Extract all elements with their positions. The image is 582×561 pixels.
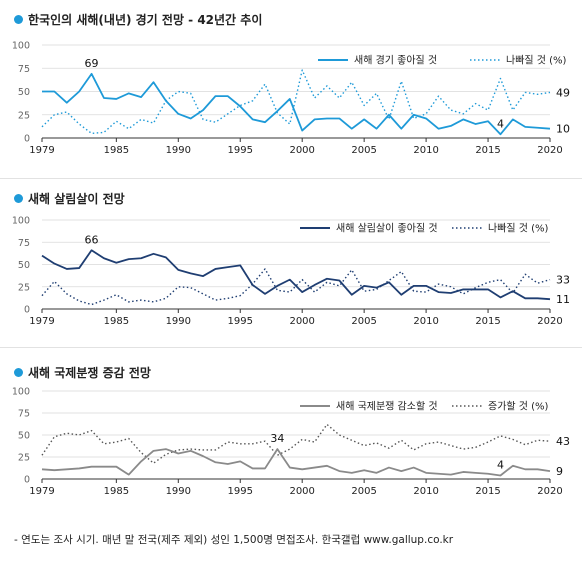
x-tick-label: 2005 — [351, 145, 376, 156]
legend-label: 새해 경기 좋아질 것 — [354, 54, 437, 67]
legend-label: 나빠질 것 (%) — [506, 55, 567, 67]
x-tick-label: 2010 — [413, 316, 438, 327]
bullet-dot-icon — [14, 368, 23, 377]
data-label: 10 — [556, 123, 570, 136]
bullet-dot-icon — [14, 194, 23, 203]
legend-label: 나빠질 것 (%) — [488, 223, 549, 235]
legend-label: 새해 국제분쟁 감소할 것 — [336, 400, 438, 413]
y-tick-label: 50 — [18, 260, 30, 271]
chart-title: 새해 국제분쟁 증감 전망 — [28, 366, 151, 380]
y-tick-label: 0 — [24, 305, 30, 316]
data-label: 9 — [556, 465, 563, 478]
conflict-outlook-panel: 새해 국제분쟁 증감 전망 0 25 50 75 100 1979 1985 1990 1995… — [0, 347, 582, 527]
data-label: 66 — [85, 233, 99, 246]
data-label: 34 — [270, 432, 284, 445]
panel-title: 새해 국제분쟁 증감 전망 — [14, 364, 151, 381]
x-tick-label: 2015 — [475, 145, 500, 156]
x-tick-label: 1979 — [29, 316, 54, 327]
x-tick-label: 1990 — [166, 316, 191, 327]
divider — [0, 178, 582, 179]
economy-outlook-chart: 0 25 50 75 100 1979 1985 1990 1995 2000 2005 2010 20… — [12, 41, 570, 157]
data-label: 11 — [556, 293, 570, 306]
x-tick-label: 1985 — [104, 316, 129, 327]
x-tick-label: 1995 — [228, 316, 253, 327]
x-tick-label: 2020 — [537, 316, 562, 327]
data-label: 49 — [556, 86, 570, 99]
y-tick-label: 100 — [12, 387, 30, 398]
y-tick-label: 25 — [18, 282, 30, 293]
x-tick-label: 1990 — [166, 486, 191, 497]
chart-title: 새해 살림살이 전망 — [28, 192, 125, 206]
x-tick-label: 2010 — [413, 486, 438, 497]
y-tick-label: 50 — [18, 431, 30, 442]
footnote: - 연도는 조사 시기. 매년 말 전국(제주 제외) 성인 1,500명 면접… — [14, 534, 454, 546]
panel-title: 새해 살림살이 전망 — [14, 190, 125, 207]
y-tick-label: 75 — [18, 238, 30, 249]
y-tick-label: 0 — [24, 134, 30, 145]
x-tick-label: 2015 — [475, 486, 500, 497]
x-tick-label: 2000 — [289, 316, 314, 327]
x-tick-label: 2005 — [351, 486, 376, 497]
x-tick-label: 2020 — [537, 145, 562, 156]
y-tick-label: 100 — [12, 216, 30, 227]
divider — [0, 347, 582, 348]
series-line-0 — [41, 448, 551, 477]
data-label: 4 — [497, 117, 504, 130]
household-outlook-panel: 새해 살림살이 전망 0 25 50 75 100 1979 1985 1990 1995 200… — [0, 178, 582, 348]
x-tick-label: 2005 — [351, 316, 376, 327]
series-line-0 — [42, 72, 551, 136]
legend-label: 증가할 것 (%) — [488, 401, 549, 413]
data-label: 33 — [556, 274, 570, 287]
x-tick-label: 1995 — [228, 145, 253, 156]
y-tick-label: 75 — [18, 64, 30, 75]
conflict-outlook-chart: 0 25 50 75 100 1979 1985 1990 1995 2000 2005 2010 20… — [12, 387, 570, 498]
household-outlook-chart: 0 25 50 75 100 1979 1985 1990 1995 2000 2005 2010 20… — [12, 216, 570, 328]
economy-outlook-panel: 한국인의 새해(내년) 경기 전망 - 42년간 추이 0 25 50 75 100 19… — [0, 0, 582, 180]
x-tick-label: 1985 — [104, 145, 129, 156]
y-tick-label: 0 — [24, 475, 30, 486]
x-tick-label: 1979 — [29, 145, 54, 156]
x-tick-label: 1995 — [228, 486, 253, 497]
x-tick-label: 2010 — [413, 145, 438, 156]
legend-label: 새해 살림살이 좋아질 것 — [336, 222, 438, 235]
y-tick-label: 25 — [18, 453, 30, 464]
panel-title: 한국인의 새해(내년) 경기 전망 - 42년간 추이 — [14, 11, 262, 28]
y-tick-label: 50 — [18, 87, 30, 98]
x-tick-label: 1985 — [104, 486, 129, 497]
y-tick-label: 25 — [18, 110, 30, 121]
x-tick-label: 1990 — [166, 145, 191, 156]
x-tick-label: 2000 — [289, 145, 314, 156]
data-label: 4 — [497, 458, 504, 471]
x-tick-label: 2015 — [475, 316, 500, 327]
data-label: 69 — [85, 57, 99, 70]
bullet-dot-icon — [14, 15, 23, 24]
y-tick-label: 75 — [18, 409, 30, 420]
series-line-0 — [41, 249, 551, 301]
x-tick-label: 2020 — [537, 486, 562, 497]
x-tick-label: 2000 — [289, 486, 314, 497]
chart-title: 한국인의 새해(내년) 경기 전망 - 42년간 추이 — [28, 13, 263, 27]
x-tick-label: 1979 — [29, 486, 54, 497]
y-tick-label: 100 — [12, 41, 30, 52]
data-label: 43 — [556, 435, 570, 448]
